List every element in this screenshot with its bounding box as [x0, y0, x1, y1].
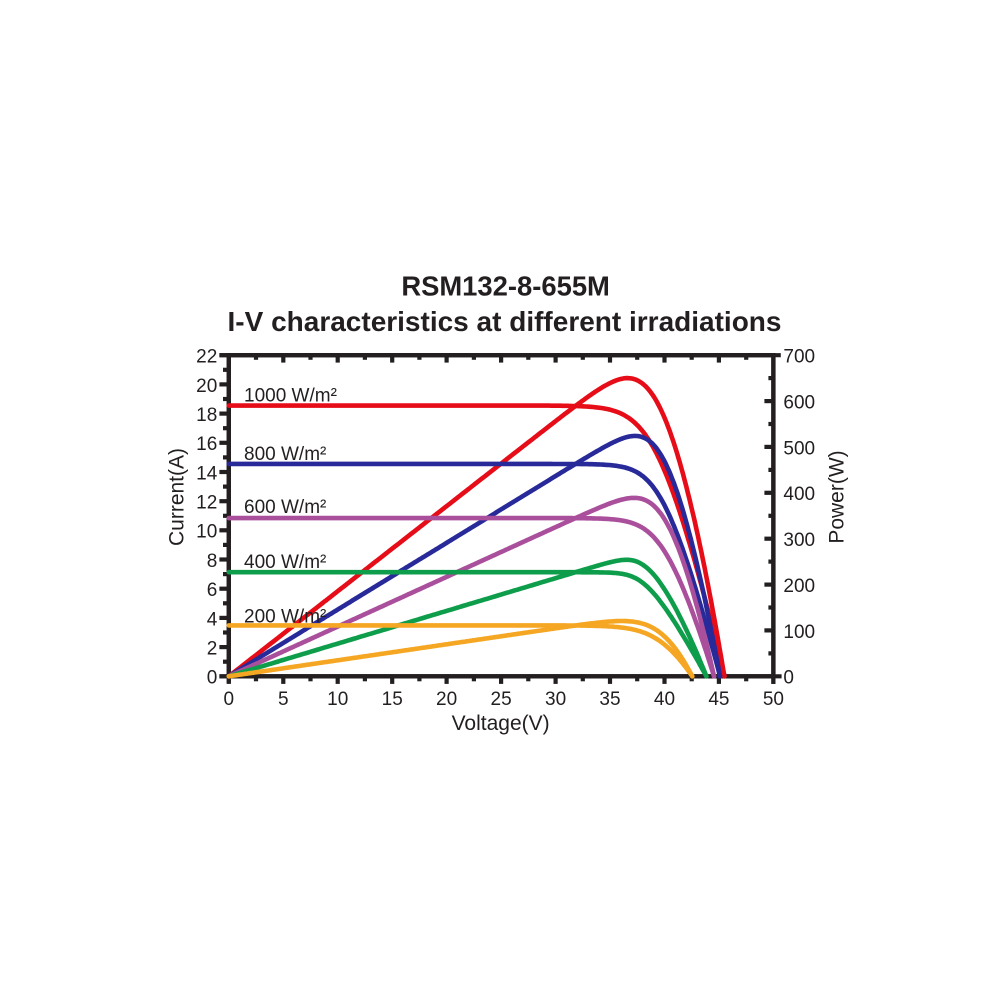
- svg-text:8: 8: [207, 551, 218, 572]
- svg-text:500: 500: [783, 438, 815, 459]
- svg-text:700: 700: [783, 347, 815, 368]
- svg-text:Voltage(V): Voltage(V): [452, 712, 550, 735]
- svg-text:I-V characteristics at differe: I-V characteristics at different irradia…: [228, 306, 782, 337]
- svg-text:10: 10: [327, 689, 348, 710]
- svg-text:Current(A): Current(A): [166, 448, 189, 546]
- svg-text:0: 0: [207, 668, 218, 689]
- svg-text:200 W/m²: 200 W/m²: [244, 607, 326, 628]
- svg-text:16: 16: [196, 434, 217, 455]
- svg-text:100: 100: [783, 622, 815, 643]
- svg-text:400 W/m²: 400 W/m²: [244, 552, 326, 573]
- svg-text:400: 400: [783, 484, 815, 505]
- svg-text:RSM132-8-655M: RSM132-8-655M: [401, 271, 610, 302]
- svg-text:20: 20: [436, 689, 457, 710]
- svg-text:6: 6: [207, 580, 218, 601]
- svg-text:600: 600: [783, 393, 815, 414]
- svg-text:25: 25: [491, 689, 512, 710]
- svg-text:2: 2: [207, 639, 218, 660]
- svg-text:10: 10: [196, 522, 217, 543]
- svg-text:14: 14: [196, 463, 218, 484]
- svg-text:35: 35: [599, 689, 620, 710]
- svg-text:50: 50: [763, 689, 784, 710]
- svg-text:Power(W): Power(W): [826, 450, 849, 543]
- svg-text:800 W/m²: 800 W/m²: [244, 444, 326, 465]
- svg-text:4: 4: [207, 609, 218, 630]
- svg-text:30: 30: [545, 689, 566, 710]
- svg-text:22: 22: [196, 347, 217, 368]
- svg-text:0: 0: [224, 689, 235, 710]
- svg-text:300: 300: [783, 530, 815, 551]
- svg-text:40: 40: [654, 689, 675, 710]
- svg-text:1000 W/m²: 1000 W/m²: [244, 385, 337, 406]
- svg-text:0: 0: [783, 668, 794, 689]
- svg-text:15: 15: [382, 689, 403, 710]
- svg-text:45: 45: [708, 689, 729, 710]
- svg-text:20: 20: [196, 376, 217, 397]
- svg-text:5: 5: [278, 689, 289, 710]
- svg-text:12: 12: [196, 493, 217, 514]
- svg-text:18: 18: [196, 405, 217, 426]
- svg-text:200: 200: [783, 576, 815, 597]
- svg-text:600 W/m²: 600 W/m²: [244, 497, 326, 518]
